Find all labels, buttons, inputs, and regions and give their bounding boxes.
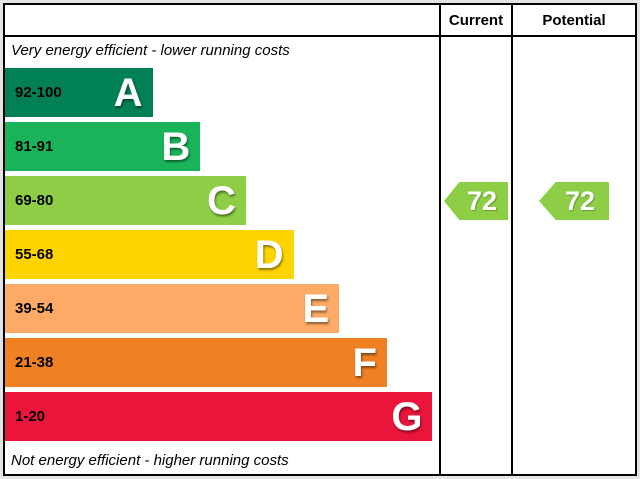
band-bar-c: 69-80 C <box>5 176 246 225</box>
chart-body: Very energy efficient - lower running co… <box>5 37 635 474</box>
band-range-f: 21-38 <box>15 354 54 371</box>
band-range-c: 69-80 <box>15 192 54 209</box>
potential-rating-arrow: 72 <box>539 182 609 220</box>
band-bar-b: 81-91 B <box>5 122 201 171</box>
band-bar-a: 92-100 A <box>5 68 153 117</box>
band-letter-c: C <box>206 178 236 223</box>
bottom-caption: Not energy efficient - higher running co… <box>11 452 289 469</box>
header-row: Current Potential <box>5 5 635 37</box>
band-bar-d: 55-68 D <box>5 230 294 279</box>
band-letter-b: B <box>161 124 191 169</box>
band-letter-g: G <box>391 394 423 439</box>
header-spacer <box>5 5 441 35</box>
band-letter-f: F <box>352 340 377 385</box>
band-range-d: 55-68 <box>15 246 54 263</box>
band-letter-e: E <box>302 286 330 331</box>
bands-column: Very energy efficient - lower running co… <box>5 37 441 474</box>
potential-rating-value: 72 <box>564 185 596 216</box>
band-range-a: 92-100 <box>15 84 62 101</box>
chart-frame: Current Potential Very energy efficient … <box>3 3 637 476</box>
band-letter-a: A <box>113 70 143 115</box>
band-letter-d: D <box>254 232 284 277</box>
potential-column: 72 <box>513 37 635 474</box>
potential-column-header: Potential <box>542 11 606 29</box>
band-bar-g: 1-20 G <box>5 392 433 441</box>
current-column: 72 <box>441 37 513 474</box>
current-rating-arrow: 72 <box>444 182 508 220</box>
band-bar-f: 21-38 F <box>5 338 387 387</box>
top-caption: Very energy efficient - lower running co… <box>11 42 290 59</box>
band-range-b: 81-91 <box>15 138 54 155</box>
band-range-g: 1-20 <box>15 408 46 425</box>
current-rating-value: 72 <box>466 185 498 216</box>
current-column-header: Current <box>441 5 513 35</box>
band-range-e: 39-54 <box>15 300 54 317</box>
band-bar-e: 39-54 E <box>5 284 340 333</box>
band-bars: 92-100 A 81-91 B 69-80 C 55-68 D <box>5 64 439 447</box>
